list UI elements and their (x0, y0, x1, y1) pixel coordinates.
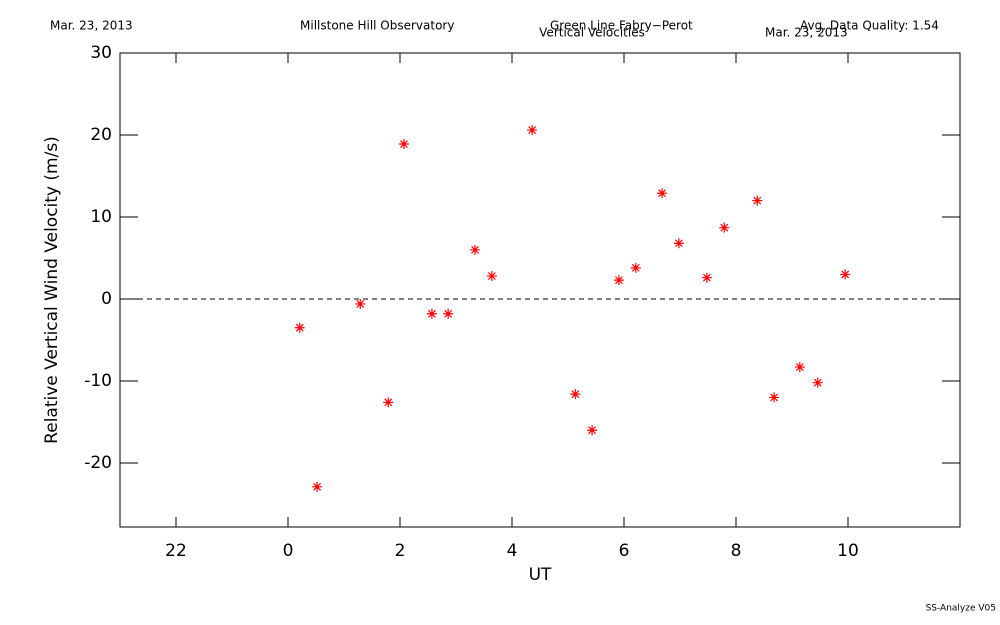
chart-title: Vertical Velocities (539, 26, 645, 40)
x-tick-label: 6 (619, 541, 630, 561)
x-tick-label: 10 (837, 541, 859, 561)
y-tick-label: 20 (90, 125, 112, 145)
y-tick-label: 30 (90, 43, 112, 63)
point (398, 139, 409, 150)
y-tick-label: 0 (101, 289, 112, 309)
point (587, 425, 598, 436)
point (486, 271, 497, 282)
point (570, 389, 581, 400)
plot-frame (119, 52, 961, 528)
y-tick-label: -10 (84, 371, 112, 391)
y-tick-label: 10 (90, 207, 112, 227)
x-tick-label: 2 (395, 541, 406, 561)
point (630, 262, 641, 273)
point (752, 195, 763, 206)
point (312, 481, 323, 492)
x-axis-label: UT (529, 565, 552, 585)
point (426, 308, 437, 319)
y-axis-label: Relative Vertical Wind Velocity (m/s) (42, 136, 62, 444)
point (701, 272, 712, 283)
date-left: Mar. 23, 2013 (50, 19, 133, 33)
y-tick-label: -20 (84, 453, 112, 473)
footer: SS-Analyze V05 (926, 604, 996, 614)
point (383, 397, 394, 408)
x-tick-label: 0 (283, 541, 294, 561)
point (443, 308, 454, 319)
point (657, 188, 668, 199)
x-tick-label: 8 (731, 541, 742, 561)
instrument: Green Line Fabry−Perot (550, 19, 693, 33)
x-tick-label: 22 (165, 541, 187, 561)
point (719, 222, 730, 233)
x-tick-label: 4 (507, 541, 518, 561)
point (840, 269, 851, 280)
point (294, 322, 305, 333)
observatory: Millstone Hill Observatory (300, 19, 454, 33)
point (794, 362, 805, 373)
point (613, 275, 624, 286)
point (673, 238, 684, 249)
point (812, 377, 823, 388)
quality: Avg. Data Quality: 1.54 (800, 19, 939, 33)
date-right: Mar. 23, 2013 (765, 26, 848, 40)
point (355, 298, 366, 309)
point (527, 125, 538, 136)
point (470, 244, 481, 255)
point (769, 392, 780, 403)
